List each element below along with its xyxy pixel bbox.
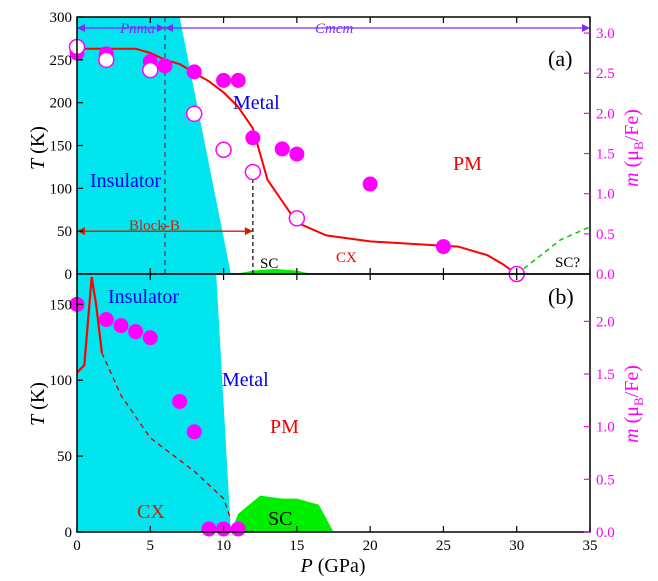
red-dashed-line-b <box>101 352 232 521</box>
insulator-label-a: Insulator <box>90 170 161 192</box>
y2-tick-label: 0.5 <box>596 227 615 243</box>
panel-a-ticks: 0 50 100 150 200 250 300 0.0 0.5 1.0 1.5 2.0 2.5 3.0 <box>50 10 615 283</box>
panel-b-label: (b) <box>548 284 574 309</box>
filled-data-point <box>142 330 158 346</box>
insulator-label-b: Insulator <box>108 286 179 308</box>
x-tick-label: 15 <box>289 538 304 554</box>
panel-b-ylabel: T (K) <box>27 382 49 426</box>
y-tick-label: 100 <box>50 181 73 197</box>
filled-data-point <box>128 324 144 340</box>
cmcm-arrow-head-right <box>582 24 590 32</box>
open-data-point <box>288 210 306 227</box>
panel-a-label: (a) <box>548 46 572 71</box>
y-tick-label: 0 <box>65 525 73 541</box>
filled-data-point <box>216 72 232 88</box>
metal-label-b: Metal <box>222 369 269 391</box>
panel-b-frame <box>76 273 591 533</box>
panel-a: 0501001502002503000.00.51.01.52.02.53.0 … <box>27 10 646 283</box>
panel-b-y2label: m (μB/Fe) <box>621 365 646 443</box>
filled-data-point <box>186 64 202 80</box>
filled-data-point <box>289 146 305 162</box>
x-axis-label: P (GPa) <box>300 555 366 577</box>
x-tick-label: 0 <box>73 538 81 554</box>
x-tick-label: 30 <box>509 538 524 554</box>
pnma-label: Pnma <box>119 21 155 37</box>
panel-a-markers <box>68 38 525 283</box>
sc-region-b <box>230 495 334 532</box>
filled-data-point <box>186 424 202 440</box>
y-tick-label: 100 <box>50 373 73 389</box>
y-tick-label: 250 <box>50 53 73 69</box>
sc-label-a: SC <box>260 256 278 272</box>
x-tick-label: 35 <box>583 538 598 554</box>
open-data-point <box>186 105 203 123</box>
blockb-arrow-head-right <box>244 227 253 236</box>
cmcm-label: Cmcm <box>315 21 353 37</box>
open-data-point <box>244 163 262 181</box>
filled-data-point <box>230 72 246 88</box>
open-data-point <box>98 51 115 69</box>
green-dashed-line-a <box>516 226 591 275</box>
cx-label-b: CX <box>137 501 165 523</box>
x-tick-label: 10 <box>216 538 231 554</box>
panel-b-ticks: 0 5 10 15 20 25 30 35 0 50 100 150 0.0 0.5 1.0 1.5 2.0 <box>50 274 615 554</box>
y-tick-label: 50 <box>57 224 72 240</box>
pm-label-b: PM <box>270 416 299 438</box>
sc-label-b: SC <box>268 508 292 530</box>
filled-data-point <box>98 312 114 328</box>
metal-label-a: Metal <box>233 92 280 114</box>
panel-a-y2label: m (μB/Fe) <box>621 109 646 187</box>
cmcm-arrow-head-left <box>164 24 173 32</box>
filled-data-point <box>245 130 261 146</box>
x-tick-label: 25 <box>436 538 451 554</box>
pnma-arrow-head-left <box>77 24 85 32</box>
blockb-label: Block-B <box>129 218 180 234</box>
filled-data-point <box>157 58 173 74</box>
pnma-arrow-head-right <box>156 24 165 32</box>
cx-label-a: CX <box>336 250 357 266</box>
panel-b: 0 5 10 15 20 25 30 35 0 50 100 150 0.0 0.5 1.0 1.5 2.0 I… <box>27 273 646 577</box>
y2-tick-label: 1.0 <box>596 420 615 436</box>
y2-tick-label: 1.5 <box>596 367 615 383</box>
sc-region-a <box>235 268 312 274</box>
y2-tick-label: 0.0 <box>596 267 615 283</box>
filled-data-point <box>435 239 451 255</box>
filled-data-point <box>362 176 378 192</box>
insulator-region-b <box>77 274 231 532</box>
y2-tick-label: 2.0 <box>596 314 615 330</box>
y-tick-label: 50 <box>57 449 72 465</box>
open-data-point <box>142 61 159 79</box>
y2-tick-label: 0.5 <box>596 472 615 488</box>
y2-tick-label: 2.0 <box>596 106 615 122</box>
open-data-point <box>215 141 232 159</box>
y2-tick-label: 0.0 <box>596 525 615 541</box>
y-tick-label: 150 <box>50 297 73 313</box>
y2-tick-label: 1.5 <box>596 147 615 163</box>
panel-a-phase-arrows <box>77 24 590 236</box>
y2-tick-label: 3.0 <box>596 26 615 42</box>
filled-data-point <box>172 393 188 409</box>
y2-tick-label: 1.0 <box>596 187 615 203</box>
insulator-region-a <box>77 17 231 274</box>
red-transition-line-b <box>76 276 103 374</box>
filled-data-point <box>113 318 129 334</box>
y-tick-label: 0 <box>65 267 73 283</box>
y-tick-label: 200 <box>50 96 73 112</box>
x-tick-label: 20 <box>363 538 378 554</box>
filled-data-point <box>274 141 290 157</box>
y-tick-label: 150 <box>50 139 73 155</box>
panel-a-ylabel: T (K) <box>27 126 49 170</box>
scq-label: SC? <box>555 255 580 271</box>
y2-tick-label: 2.5 <box>596 66 615 82</box>
x-tick-label: 5 <box>147 538 155 554</box>
y-tick-label: 300 <box>50 10 73 26</box>
pm-label-a: PM <box>453 153 482 175</box>
filled-data-point <box>201 521 217 537</box>
filled-data-point <box>230 521 246 537</box>
